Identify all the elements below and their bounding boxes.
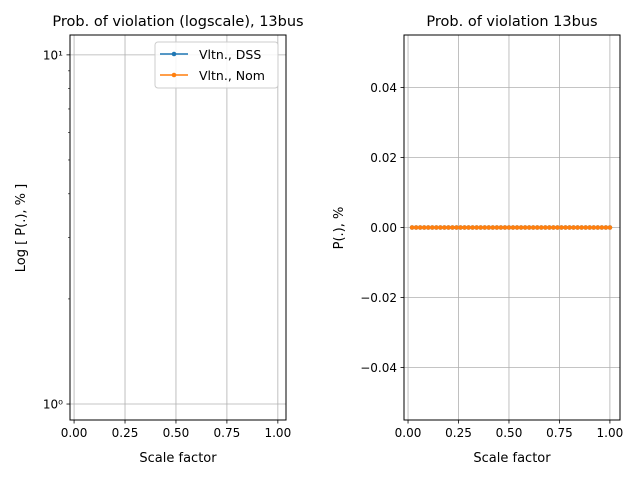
data-point	[425, 225, 431, 230]
data-point	[595, 225, 601, 230]
data-point	[579, 225, 584, 230]
data-point	[442, 225, 447, 230]
x-tick-label: 1.00	[264, 426, 291, 440]
data-point	[433, 225, 439, 230]
y-tick-label: 0.02	[370, 151, 397, 165]
legend: Vltn., DSS Vltn., Nom	[154, 41, 279, 89]
data-point	[462, 225, 467, 230]
legend-marker-dss	[171, 51, 177, 57]
data-point	[438, 225, 443, 230]
chart-left-ticks: 0.00 0.25 0.50 0.75 1.00 10⁰ 10¹	[43, 48, 291, 440]
data-point	[466, 225, 471, 230]
y-tick-label: 0.00	[370, 221, 397, 235]
data-point	[482, 225, 488, 230]
legend-label-nom: Vltn., Nom	[199, 68, 265, 83]
x-tick-label: 0.50	[163, 426, 190, 440]
legend-marker-nom	[171, 72, 177, 78]
chart-left-ylabel: Log [ P(.), % ]	[14, 184, 29, 273]
data-point	[571, 225, 576, 230]
data-point	[510, 225, 516, 230]
chart-left: Prob. of violation (logscale), 13bus 0.0…	[14, 14, 304, 466]
chart-left-frame	[69, 34, 287, 421]
data-point	[409, 225, 415, 230]
chart-left-xlabel: Scale factor	[139, 451, 217, 466]
data-point	[547, 225, 552, 230]
data-point	[518, 225, 524, 230]
x-tick-label: 0.75	[546, 426, 573, 440]
x-tick-label: 0.25	[112, 426, 139, 440]
data-point	[551, 225, 556, 230]
data-point	[490, 225, 496, 230]
data-point	[587, 225, 593, 230]
chart-right-ticks: 0.00 0.25 0.50 0.75 1.00 −0.04 −0.02 0.00 0.02 0.…	[360, 81, 623, 440]
x-tick-label: 1.00	[597, 426, 624, 440]
y-tick-label: 10¹	[43, 48, 63, 62]
chart-left-title: Prob. of violation (logscale), 13bus	[52, 14, 303, 30]
chart-right-series	[409, 225, 613, 230]
data-point	[413, 225, 419, 230]
x-tick-label: 0.25	[445, 426, 472, 440]
data-point	[603, 225, 609, 230]
data-point	[534, 225, 540, 230]
chart-right-xlabel: Scale factor	[473, 451, 551, 466]
data-point	[474, 225, 479, 230]
y-tick-label: −0.02	[360, 291, 397, 305]
data-point	[575, 225, 580, 230]
data-point	[450, 225, 455, 230]
data-point	[417, 225, 423, 230]
data-point	[538, 225, 544, 230]
data-point	[563, 225, 568, 230]
x-tick-label: 0.50	[496, 426, 523, 440]
chart-right: Prob. of violation 13bus 0.00 0.25 0.50 0.7…	[332, 14, 623, 466]
data-point	[498, 225, 504, 230]
data-point	[514, 225, 520, 230]
data-point	[530, 225, 536, 230]
chart-right-ylabel: P(.), %	[332, 207, 347, 250]
y-tick-label: 10⁰	[43, 398, 63, 412]
data-point	[486, 225, 492, 230]
data-point	[567, 225, 572, 230]
data-point	[607, 225, 613, 230]
y-tick-label: −0.04	[360, 361, 397, 375]
data-point	[429, 225, 435, 230]
data-point	[458, 225, 463, 230]
data-point	[543, 225, 548, 230]
data-point	[421, 225, 427, 230]
data-point	[526, 225, 532, 230]
data-point	[591, 225, 597, 230]
data-point	[454, 225, 459, 230]
chart-right-title: Prob. of violation 13bus	[426, 14, 597, 30]
x-tick-label: 0.00	[395, 426, 422, 440]
data-point	[470, 225, 475, 230]
legend-entry-dss: Vltn., DSS	[160, 47, 261, 62]
data-point	[478, 225, 484, 230]
data-point	[599, 225, 605, 230]
data-point	[559, 225, 564, 230]
x-tick-label: 0.75	[214, 426, 241, 440]
data-point	[502, 225, 508, 230]
x-tick-label: 0.00	[61, 426, 88, 440]
data-point	[555, 225, 560, 230]
data-point	[583, 225, 588, 230]
data-point	[494, 225, 500, 230]
legend-label-dss: Vltn., DSS	[199, 47, 261, 62]
y-tick-label: 0.04	[370, 81, 397, 95]
data-point	[506, 225, 512, 230]
data-point	[446, 225, 451, 230]
data-point	[522, 225, 528, 230]
legend-entry-nom: Vltn., Nom	[160, 68, 265, 83]
